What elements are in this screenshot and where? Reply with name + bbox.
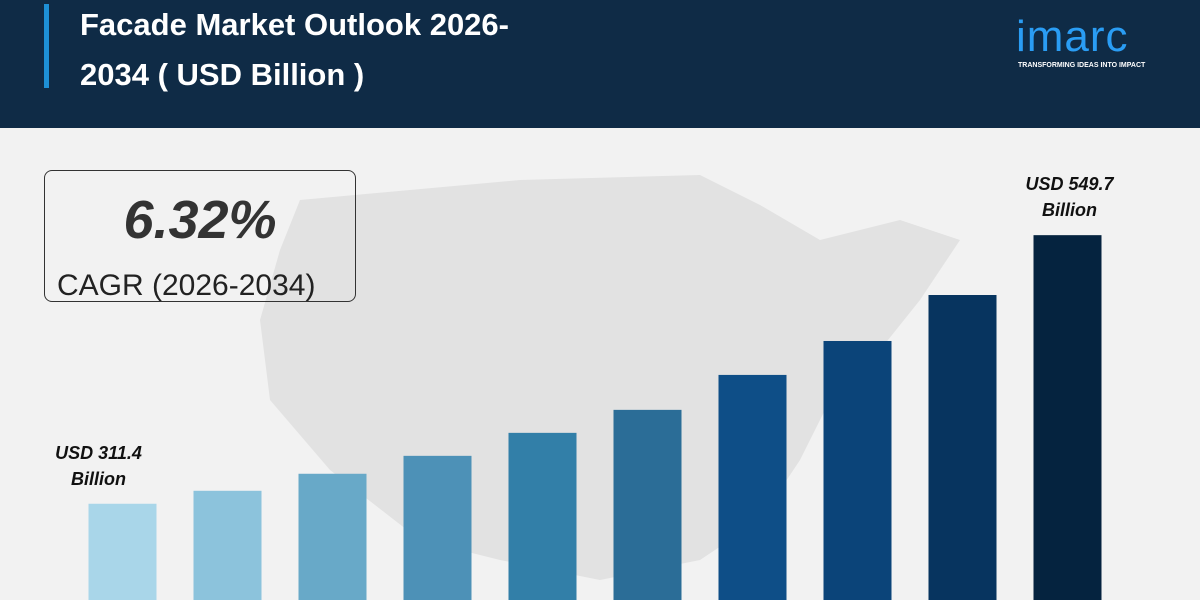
value-label: USD 549.7 Billion [1025,174,1114,221]
accent-bar [44,4,49,88]
bar [403,455,472,600]
bar [193,490,262,600]
cagr-label: CAGR (2026-2034) [57,269,316,302]
bar [88,503,157,600]
bar [823,340,892,600]
bar [613,409,682,600]
bar [508,432,577,600]
bar [298,473,367,600]
bar [718,374,787,600]
cagr-box: 6.32% CAGR (2026-2034) [44,170,356,302]
chart-title: Facade Market Outlook 2026-2034 ( USD Bi… [80,7,509,92]
tagline: TRANSFORMING IDEAS INTO IMPACT [1018,62,1146,69]
logo: imarc [1016,12,1129,61]
bar [928,295,997,600]
cagr-value: 6.32% [123,190,277,250]
bar [1033,235,1102,600]
value-label: USD 311.4 Billion [55,442,142,489]
header: Facade Market Outlook 2026-2034 ( USD Bi… [0,0,1200,128]
